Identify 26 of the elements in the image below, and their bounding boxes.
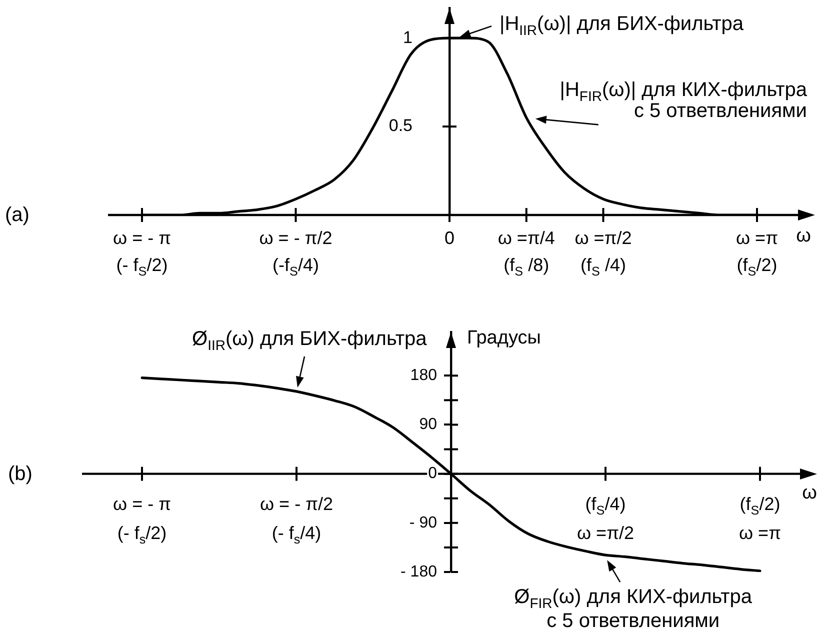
annotation: |H$_{FIR}$(ω)| для КИХ-фильтра с 5 ответвлениями	[560, 78, 807, 122]
x-tick-label: ω = - π/2 (-f$_{S}$/4)	[258, 225, 334, 279]
x-tick-label: ω = - π/2 (- f$_{s}$/4)	[259, 490, 334, 548]
text: (a)	[5, 203, 30, 227]
y-tick-label: 0.5	[388, 116, 412, 136]
x-tick-label: ω =π/2 (f$_{S}$ /4)	[574, 225, 633, 279]
x-tick-label: ω = - π (- f$_{s}$/2)	[112, 490, 172, 548]
x-tick-label: ω = - π (- f$_{S}$/2)	[112, 225, 172, 279]
annotation: Ø$_{FIR}$(ω) для КИХ-фильтра с 5 ответвлениями	[514, 585, 752, 631]
x-tick-label: (f$_{S}$/4) ω =π/2	[576, 490, 635, 548]
annotation: |H$_{IIR}$(ω)| для БИХ-фильтра	[500, 12, 744, 38]
y-tick-label: 1	[403, 28, 412, 47]
x-tick-label: ω =π/4 (f$_{S}$ /8)	[496, 225, 556, 279]
y-tick-label: - 180	[400, 563, 438, 580]
x-axis-title: ω	[796, 224, 811, 248]
y-axis-title: Градусы	[467, 326, 541, 350]
y-tick-label: 180	[410, 367, 438, 384]
annotation: Ø$_{IIR}$(ω) для БИХ-фильтра	[192, 327, 427, 354]
x-tick-label: 0	[443, 225, 456, 252]
x-tick-label: ω =π (f$_{S}$/2)	[735, 225, 779, 279]
y-tick-label: 90	[419, 416, 438, 434]
x-axis-title: ω	[802, 481, 817, 504]
text: (b)	[8, 462, 32, 486]
y-tick-label: - 90	[409, 514, 438, 532]
y-tick-label: 0	[428, 465, 438, 482]
x-tick-label: (f$_{S}$/2) ω =π	[738, 490, 782, 548]
